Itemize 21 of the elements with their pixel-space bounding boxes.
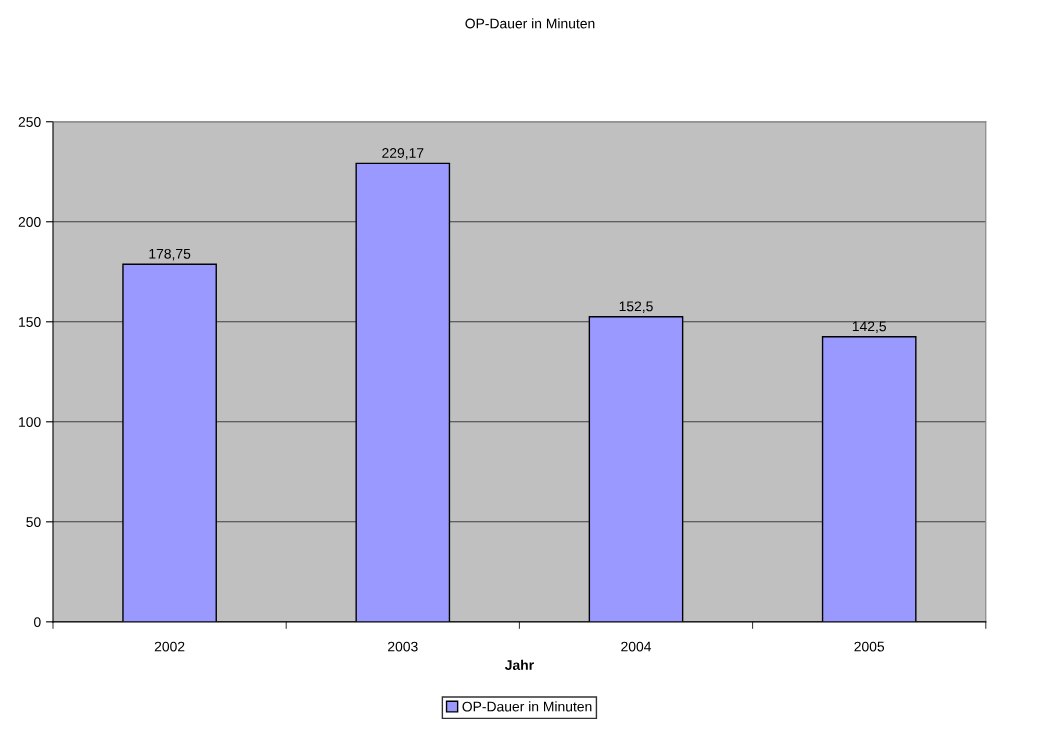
x-tick-label: 2004	[621, 641, 652, 652]
bar	[355, 162, 451, 622]
y-tick-label: 200	[18, 217, 41, 227]
bar	[122, 263, 217, 622]
x-axis-title: Jahr	[504, 659, 534, 670]
data-label: 142,5	[852, 321, 886, 333]
chart-title: OP-Dauer in Minuten	[465, 18, 595, 29]
y-tick-label: 0	[34, 617, 41, 628]
y-tick-label: 150	[19, 317, 41, 327]
y-tick-label: 50	[26, 517, 41, 527]
bar	[588, 316, 684, 622]
x-tick-label: 2005	[854, 641, 885, 652]
data-label: 178,75	[149, 248, 191, 261]
x-tick-label: 2002	[154, 641, 185, 652]
y-tick-label: 250	[18, 117, 41, 127]
y-tick-label: 100	[19, 417, 41, 427]
x-tick-label: 2003	[388, 641, 418, 652]
legend-label: OP-Dauer in Minuten	[462, 701, 592, 712]
data-label: 152,5	[619, 301, 653, 313]
bar	[821, 336, 917, 622]
data-label: 229,17	[382, 148, 424, 160]
